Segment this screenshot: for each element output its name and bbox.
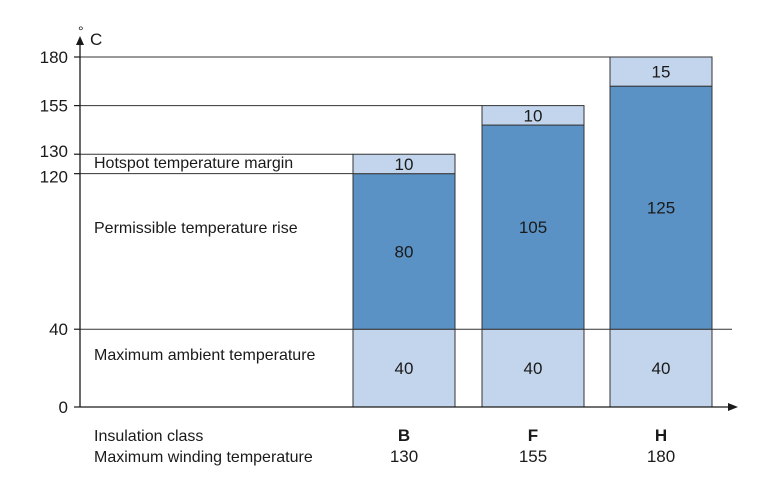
bar-stacks [352, 56, 713, 408]
bar-b-hotspot [352, 153, 456, 175]
y-tick-label-40: 40 [49, 320, 68, 339]
data-label-f-ambient: 40 [524, 359, 543, 378]
winding-temp-b: 130 [390, 447, 418, 466]
bar-f-rise [481, 124, 585, 330]
data-label-b-ambient: 40 [395, 359, 414, 378]
bar-h-rise [609, 85, 713, 330]
data-label-f-hotspot: 10 [524, 106, 543, 125]
category-label-b: B [398, 426, 410, 445]
bar-h-hotspot [609, 56, 713, 87]
bar-b-rise [352, 173, 456, 330]
winding-temp-h: 180 [647, 447, 675, 466]
y-tick-label-0: 0 [59, 398, 68, 417]
axes [74, 36, 738, 411]
y-tick-label-120: 120 [40, 168, 68, 187]
label-hotspot-margin: Hotspot temperature margin [94, 155, 293, 172]
y-tick-label-180: 180 [40, 48, 68, 67]
y-unit-label: C [90, 30, 102, 49]
label-max-ambient: Maximum ambient temperature [94, 347, 316, 364]
y-axis-arrow [76, 36, 84, 45]
y-tick-label-130: 130 [40, 142, 68, 161]
data-label-h-hotspot: 15 [652, 63, 671, 82]
category-label-h: H [655, 426, 667, 445]
row-label-insulation-class: Insulation class [94, 428, 203, 445]
y-unit-degree: ° [78, 23, 84, 39]
chart-text: 40 80 10 40 105 10 40 125 15 0 40 120 130 155 180 ° C Hot… [40, 23, 676, 466]
data-label-b-rise: 80 [395, 242, 414, 261]
y-tick-label-155: 155 [40, 97, 68, 116]
winding-temp-f: 155 [519, 447, 547, 466]
data-label-h-ambient: 40 [652, 359, 671, 378]
label-permissible-rise: Permissible temperature rise [94, 220, 298, 237]
row-label-max-winding: Maximum winding temperature [94, 449, 313, 466]
data-label-f-rise: 105 [519, 218, 547, 237]
x-axis-arrow [728, 403, 738, 411]
data-label-h-rise: 125 [647, 199, 675, 218]
bar-f-hotspot [481, 105, 585, 126]
category-label-f: F [528, 426, 538, 445]
data-label-b-hotspot: 10 [395, 155, 414, 174]
